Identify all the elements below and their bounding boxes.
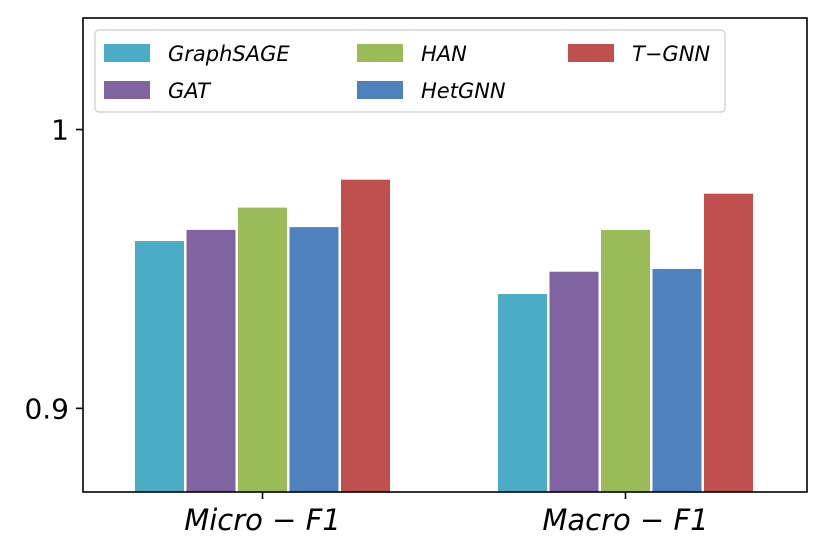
bar-gat-micro xyxy=(186,229,236,492)
legend-swatch xyxy=(568,44,614,62)
bar-graphsage-micro xyxy=(135,241,184,492)
x-category-label: Macro − F1 xyxy=(542,503,708,537)
x-category-label: Micro − F1 xyxy=(184,503,341,537)
legend-swatch xyxy=(357,81,403,99)
bar-tgnn-macro xyxy=(704,193,753,493)
legend-box xyxy=(94,29,726,113)
legend: GraphSAGE GAT HAN HetGNN T−GNN xyxy=(94,29,726,113)
y-tick-label: 0.9 xyxy=(24,392,69,425)
legend-swatch xyxy=(357,44,403,62)
legend-label: GAT xyxy=(168,79,212,103)
plot-frame xyxy=(82,17,808,493)
bar-han-macro xyxy=(601,229,650,492)
legend-label: HAN xyxy=(421,42,467,66)
bar-tgnn-micro xyxy=(341,179,390,492)
bar-hetgnn-macro xyxy=(652,268,702,492)
legend-label: GraphSAGE xyxy=(168,42,290,66)
legend-label: T−GNN xyxy=(632,42,710,66)
x-axis: Micro − F1 Macro − F1 xyxy=(184,492,709,537)
bars-group xyxy=(135,179,753,493)
bar-hetgnn-micro xyxy=(289,227,339,492)
bar-han-micro xyxy=(238,207,287,492)
bar-gat-macro xyxy=(549,271,599,492)
y-axis: 0.91 xyxy=(24,114,83,425)
y-tick-label: 1 xyxy=(51,114,69,147)
legend-swatch xyxy=(104,44,150,62)
bar-graphsage-macro xyxy=(498,294,547,492)
legend-swatch xyxy=(104,81,150,99)
legend-label: HetGNN xyxy=(421,79,506,103)
